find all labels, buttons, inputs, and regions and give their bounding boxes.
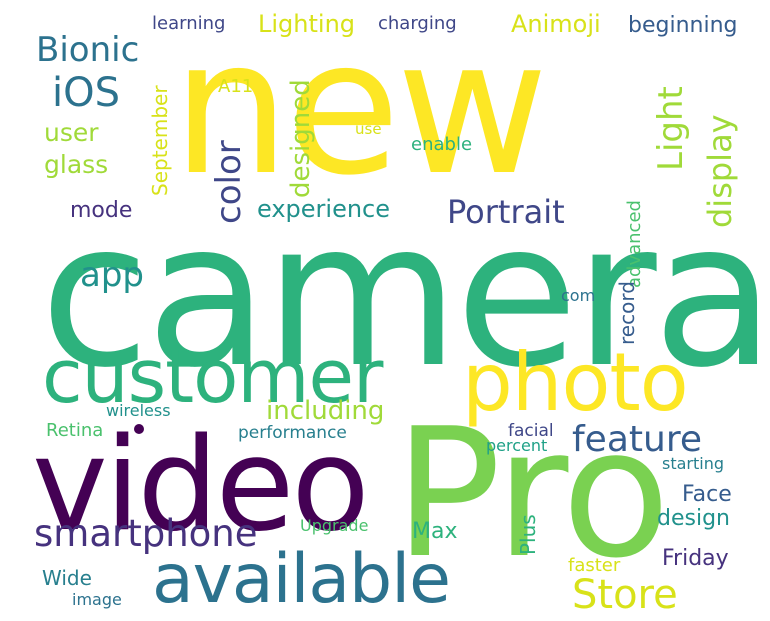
word-pro: Pro xyxy=(394,390,670,597)
word-percent: percent xyxy=(486,436,548,455)
word-upgrade: Upgrade xyxy=(300,516,369,535)
word-portrait: Portrait xyxy=(447,193,565,231)
word-available: available xyxy=(152,540,451,619)
word-performance: performance xyxy=(238,423,347,443)
word-friday: Friday xyxy=(662,546,729,571)
dot-mark xyxy=(134,424,144,434)
word-a11: A11 xyxy=(218,76,254,97)
word-new: new xyxy=(172,0,548,216)
word-glass: glass xyxy=(44,150,109,179)
word-september: September xyxy=(148,85,172,196)
word-camera: camera xyxy=(40,179,770,412)
word-including: including xyxy=(266,396,385,426)
word-smartphone: smartphone xyxy=(34,512,258,555)
word-facial: facial xyxy=(508,421,554,441)
word-light: Light xyxy=(651,86,691,171)
word-enable: enable xyxy=(411,134,473,155)
word-use: use xyxy=(355,120,382,138)
word-max: Max xyxy=(412,519,458,544)
word-store: Store xyxy=(572,572,678,618)
word-wide: Wide xyxy=(42,566,92,590)
word-face: Face xyxy=(682,482,732,507)
word-mode: mode xyxy=(70,198,133,223)
word-user: user xyxy=(44,118,99,147)
word-faster: faster xyxy=(568,555,621,576)
word-wireless: wireless xyxy=(106,401,171,420)
word-image: image xyxy=(72,590,122,609)
word-experience: experience xyxy=(257,195,391,223)
word-display: display xyxy=(701,114,739,228)
word-starting: starting xyxy=(662,454,725,473)
word-feature: feature xyxy=(572,419,702,460)
word-customer: customer xyxy=(42,334,383,420)
word-photo: photo xyxy=(462,336,689,429)
word-animoji: Animoji xyxy=(511,10,601,38)
word-learning: learning xyxy=(152,13,226,34)
word-bionic: Bionic xyxy=(36,30,140,70)
word-color: color xyxy=(209,140,249,224)
word-record: record xyxy=(615,281,639,345)
word-plus: Plus xyxy=(516,514,540,555)
word-ios: iOS xyxy=(52,70,120,116)
word-charging: charging xyxy=(378,13,457,34)
word-retina: Retina xyxy=(46,420,104,441)
word-beginning: beginning xyxy=(628,13,738,38)
word-advanced: advanced xyxy=(624,200,645,288)
word-designed: designed xyxy=(286,79,316,198)
word-lighting: Lighting xyxy=(258,10,356,38)
word-com: com xyxy=(561,286,596,305)
word-video: video xyxy=(32,411,370,560)
word-design: design xyxy=(657,506,730,531)
word-app: app xyxy=(80,255,144,295)
